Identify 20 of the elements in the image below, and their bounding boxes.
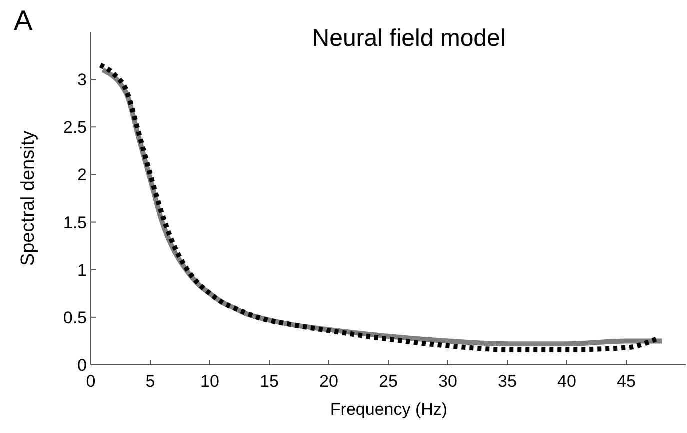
y-tick-label: 2.5 — [63, 118, 87, 138]
y-tick-label: 1 — [78, 260, 87, 280]
x-tick-label: 35 — [498, 372, 517, 391]
y-tick-label: 3 — [78, 70, 87, 90]
chart-title: Neural field model — [312, 25, 506, 52]
y-axis-title: Spectral density — [18, 130, 39, 266]
x-tick-label: 15 — [260, 372, 279, 391]
x-tick-label: 20 — [320, 372, 338, 391]
text: A — [14, 5, 33, 36]
x-tick-label: 40 — [558, 372, 576, 391]
x-tick-label: 25 — [379, 372, 398, 391]
x-tick-label: 5 — [146, 372, 156, 391]
x-tick-label: 30 — [438, 372, 458, 391]
x-tick-label: 10 — [200, 372, 220, 391]
y-tick-label: 1.5 — [63, 213, 87, 232]
y-tick-label: 0.5 — [63, 308, 87, 328]
x-tick-label: 45 — [617, 372, 636, 391]
y-tick-label: 2 — [78, 166, 87, 185]
x-axis-title: Frequency (Hz) — [330, 400, 448, 419]
y-tick-label: 0 — [78, 356, 87, 375]
